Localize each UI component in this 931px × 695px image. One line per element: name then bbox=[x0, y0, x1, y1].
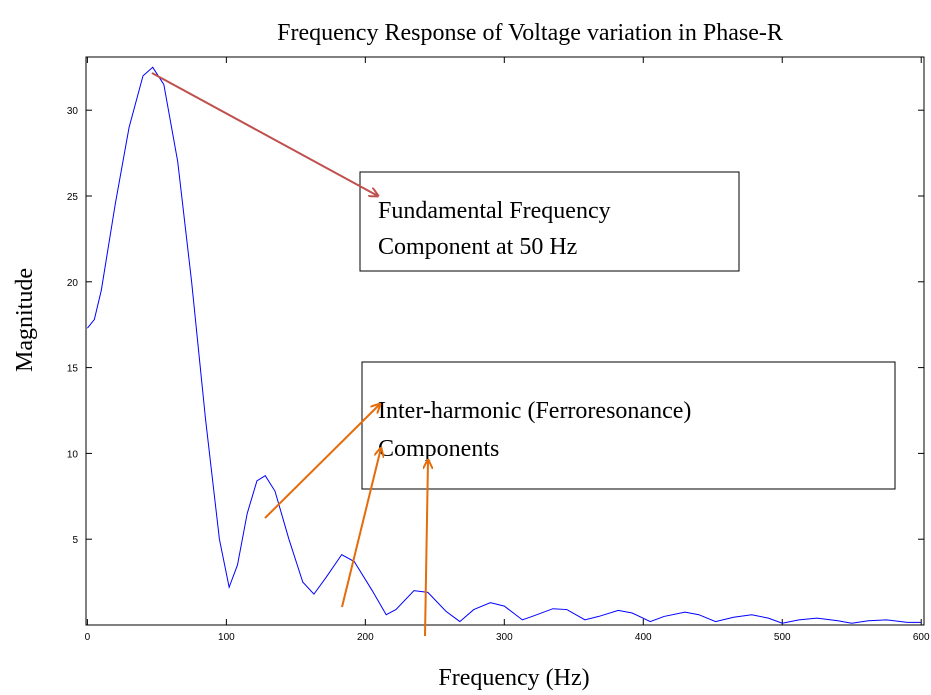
line-series bbox=[87, 66, 922, 624]
annotation-box bbox=[361, 361, 896, 490]
y-tick-label: 20 bbox=[67, 278, 79, 289]
annotation-text: Components bbox=[378, 436, 499, 462]
annotation-box bbox=[359, 171, 740, 272]
annotation-text: Component at 50 Hz bbox=[378, 234, 577, 260]
plot-area bbox=[85, 56, 925, 626]
chart-title: Frequency Response of Voltage variation … bbox=[277, 20, 783, 46]
y-tick-label: 30 bbox=[67, 106, 79, 117]
y-axis-label: Magnitude bbox=[12, 268, 38, 372]
annotation-text: Fundamental Frequency bbox=[378, 198, 611, 224]
y-tick-label: 25 bbox=[67, 192, 79, 203]
x-tick-label: 300 bbox=[496, 632, 513, 643]
arrow bbox=[425, 460, 428, 637]
x-axis-label: Frequency (Hz) bbox=[438, 665, 589, 691]
x-tick-label: 0 bbox=[85, 632, 91, 643]
y-tick-label: 5 bbox=[72, 535, 78, 546]
x-tick-label: 400 bbox=[635, 632, 652, 643]
annotation-text: Inter-harmonic (Ferroresonance) bbox=[378, 398, 691, 424]
x-tick-label: 100 bbox=[218, 632, 235, 643]
x-tick-label: 500 bbox=[774, 632, 791, 643]
y-tick-label: 10 bbox=[67, 449, 79, 460]
x-tick-label: 600 bbox=[913, 632, 930, 643]
x-tick-label: 200 bbox=[357, 632, 374, 643]
arrow bbox=[151, 72, 378, 196]
arrow bbox=[264, 404, 380, 519]
arrow bbox=[341, 448, 381, 608]
y-tick-label: 15 bbox=[67, 364, 79, 375]
